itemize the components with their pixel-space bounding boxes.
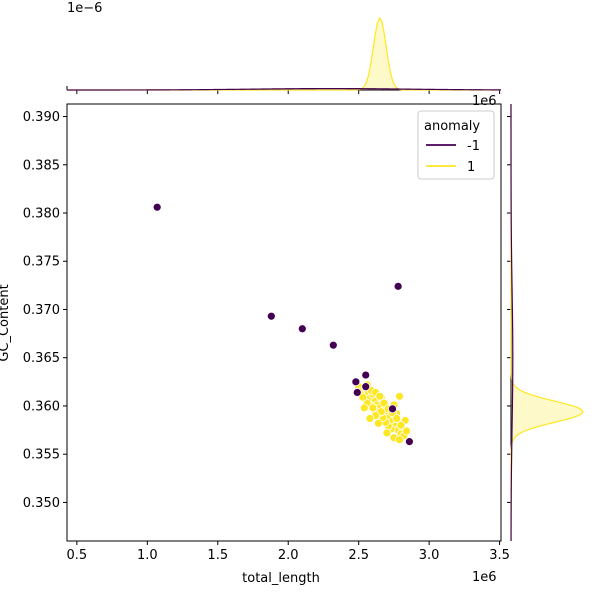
legend: anomaly -1 1 [417, 110, 495, 180]
point-anomaly-1 [395, 435, 404, 445]
point-anomaly-1 [396, 420, 406, 430]
x-axis-label: total_length [242, 571, 320, 586]
x-tick-label: 3.0 [419, 548, 440, 563]
legend-label-neg1: -1 [467, 139, 480, 154]
x-tick-label: 2.5 [348, 548, 369, 563]
point-anomaly-1 [359, 403, 369, 413]
point-anomaly-neg1 [352, 388, 362, 397]
point-anomaly-1 [395, 391, 404, 401]
point-anomaly-1 [392, 414, 402, 423]
point-anomaly-neg1 [297, 324, 307, 334]
point-anomaly-1 [374, 418, 383, 428]
y-offset-label: 1e6 [472, 94, 497, 109]
x-offset-label: 1e6 [472, 570, 497, 585]
x-tick-label: 0.5 [67, 548, 88, 563]
scatter-points [152, 202, 414, 447]
point-anomaly-1 [402, 426, 411, 436]
x-tick-label: 3.5 [489, 548, 510, 563]
y-tick-label: 0.380 [23, 207, 60, 222]
x-tick-label: 1.0 [137, 548, 158, 563]
point-anomaly-neg1 [152, 202, 162, 212]
right-kde-fill-1 [511, 104, 583, 541]
top-kde-line-neg1 [67, 87, 502, 91]
y-tick-label: 0.390 [23, 110, 60, 125]
top-offset-label: 1e−6 [67, 1, 102, 16]
point-anomaly-1 [382, 428, 392, 438]
y-axis-ticks: 0.350 0.355 0.360 0.365 0.370 0.375 0.380 0.385… [23, 110, 67, 511]
y-tick-label: 0.355 [23, 448, 60, 463]
point-anomaly-1 [368, 403, 378, 413]
top-marginal-kde [66, 16, 502, 94]
point-anomaly-1 [358, 392, 368, 402]
y-tick-label: 0.365 [23, 351, 60, 366]
y-tick-label: 0.385 [23, 158, 60, 173]
top-kde-fill-1 [67, 18, 501, 91]
x-tick-label: 1.5 [207, 548, 228, 563]
point-anomaly-1 [365, 414, 375, 423]
point-anomaly-neg1 [405, 437, 414, 447]
point-anomaly-1 [375, 391, 385, 401]
point-anomaly-neg1 [388, 404, 397, 414]
right-marginal-kde [507, 104, 584, 541]
top-kde-line-1 [67, 16, 501, 91]
point-anomaly-neg1 [266, 311, 276, 321]
legend-title: anomaly [424, 119, 480, 134]
x-axis-ticks: 0.5 1.0 1.5 2.0 2.5 3.0 3.5 [67, 541, 510, 563]
y-tick-label: 0.370 [23, 303, 60, 318]
point-anomaly-neg1 [393, 281, 403, 291]
y-axis-label: GC_Content [0, 284, 12, 361]
y-tick-label: 0.360 [23, 399, 60, 414]
plot-frame [66, 103, 502, 542]
point-anomaly-neg1 [328, 340, 338, 350]
x-tick-label: 2.0 [278, 548, 299, 563]
legend-label-1: 1 [467, 160, 475, 175]
y-tick-label: 0.350 [23, 496, 60, 511]
point-anomaly-neg1 [361, 370, 371, 380]
y-tick-label: 0.375 [23, 255, 60, 270]
point-anomaly-neg1 [351, 377, 361, 387]
right-kde-line-1 [510, 104, 584, 541]
right-kde-line-neg1 [510, 104, 514, 541]
point-anomaly-neg1 [361, 382, 371, 392]
